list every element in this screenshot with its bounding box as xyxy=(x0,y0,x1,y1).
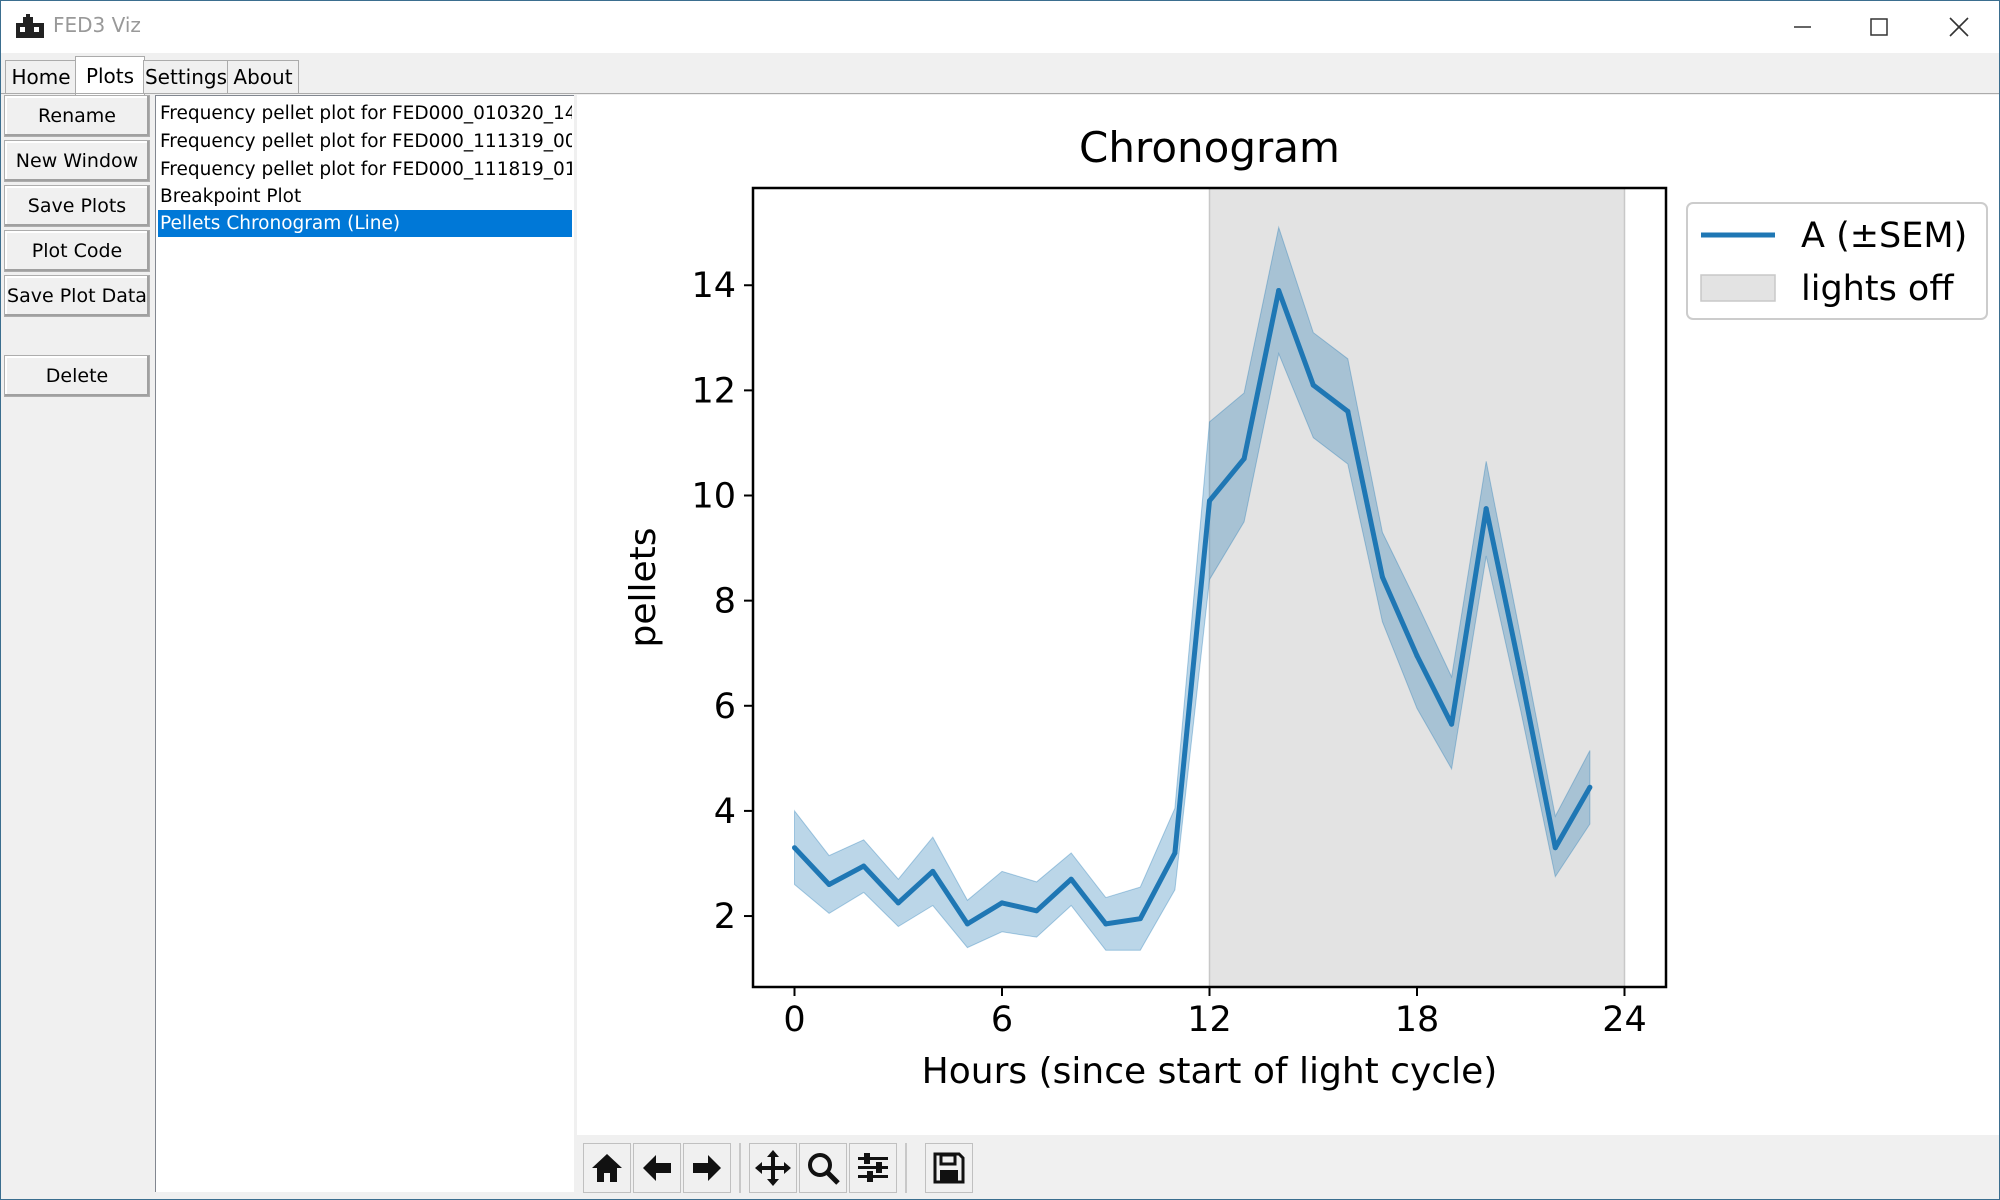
save-figure-button[interactable] xyxy=(925,1143,973,1193)
y-tick-label: 12 xyxy=(691,371,736,411)
list-item[interactable]: Frequency pellet plot for FED000_010320_… xyxy=(160,103,572,124)
home-icon xyxy=(592,1154,622,1182)
y-tick-label: 8 xyxy=(714,582,736,622)
move-icon xyxy=(755,1150,791,1186)
save-plots-button[interactable]: Save Plots xyxy=(4,185,150,227)
x-tick-label: 18 xyxy=(1395,1000,1440,1040)
data-point xyxy=(1137,916,1143,922)
tab-settings[interactable]: Settings xyxy=(143,60,229,93)
list-item[interactable]: Breakpoint Plot xyxy=(160,186,302,207)
data-point xyxy=(792,845,797,851)
legend-shade-swatch xyxy=(1700,274,1776,302)
data-point xyxy=(1414,653,1420,659)
x-tick-label: 24 xyxy=(1602,1000,1647,1040)
data-point xyxy=(861,863,867,869)
title-bar: FED3 Viz xyxy=(1,1,1999,53)
save-plot-data-button[interactable]: Save Plot Data xyxy=(4,275,150,317)
data-point xyxy=(964,921,970,927)
data-point xyxy=(1449,721,1455,727)
navigation-toolbar xyxy=(577,1135,1999,1199)
toolbar-separator xyxy=(739,1143,741,1193)
data-point xyxy=(1103,921,1109,927)
maximize-button[interactable] xyxy=(1841,1,1917,53)
magnifier-icon xyxy=(808,1153,840,1185)
data-point xyxy=(1310,382,1316,388)
floppy-disk-icon xyxy=(933,1152,965,1184)
maximize-icon xyxy=(1870,18,1888,36)
data-point xyxy=(930,868,936,874)
list-item-selected[interactable]: Pellets Chronogram (Line) xyxy=(158,210,572,237)
y-tick-label: 14 xyxy=(691,266,736,306)
y-axis-label: pellets xyxy=(623,527,664,647)
plot-listbox[interactable]: Frequency pellet plot for FED000_010320_… xyxy=(155,95,574,1192)
sliders-icon xyxy=(858,1153,888,1182)
data-point xyxy=(1172,850,1178,856)
y-tick-label: 4 xyxy=(714,792,736,832)
x-axis-label: Hours (since start of light cycle) xyxy=(922,1051,1498,1092)
rename-button[interactable]: Rename xyxy=(4,95,150,137)
x-tick-label: 6 xyxy=(991,1000,1013,1040)
close-button[interactable] xyxy=(1921,1,1997,53)
data-point xyxy=(1379,574,1385,580)
window-title: FED3 Viz xyxy=(53,13,141,37)
close-icon xyxy=(1949,17,1969,37)
data-point xyxy=(1207,498,1212,504)
toolbar-separator xyxy=(905,1143,907,1193)
chart-title: Chronogram xyxy=(1079,123,1340,172)
list-item[interactable]: Frequency pellet plot for FED000_111819_… xyxy=(160,159,572,180)
forward-button[interactable] xyxy=(683,1143,731,1193)
data-point xyxy=(826,881,832,887)
arrow-right-icon xyxy=(693,1155,721,1181)
tab-about[interactable]: About xyxy=(227,60,299,93)
back-button[interactable] xyxy=(633,1143,681,1193)
x-tick-label: 12 xyxy=(1187,1000,1232,1040)
data-point xyxy=(1483,506,1489,512)
feeder-app-icon xyxy=(16,14,44,38)
y-tick-label: 10 xyxy=(691,477,736,517)
configure-subplots-button[interactable] xyxy=(849,1143,897,1193)
tab-plots[interactable]: Plots xyxy=(75,56,145,95)
legend-label-lights-off: lights off xyxy=(1801,269,1954,309)
data-point xyxy=(999,900,1005,906)
home-button[interactable] xyxy=(583,1143,631,1193)
data-point xyxy=(1068,876,1074,882)
plot-canvas[interactable]: 0 6 12 18 24 2 4 6 8 10 12 14 Chronogram Hours (since… xyxy=(577,95,1999,1135)
plot-code-button[interactable]: Plot Code xyxy=(4,230,150,272)
zoom-button[interactable] xyxy=(799,1143,847,1193)
legend-label-series: A (±SEM) xyxy=(1801,216,1967,256)
minimize-icon xyxy=(1794,26,1811,28)
x-tick-label: 0 xyxy=(783,1000,805,1040)
data-point xyxy=(1345,408,1351,414)
list-item[interactable]: Frequency pellet plot for FED000_111319_… xyxy=(160,131,572,152)
delete-button[interactable]: Delete xyxy=(4,355,150,397)
data-point xyxy=(1276,288,1282,294)
minimize-button[interactable] xyxy=(1765,1,1841,53)
data-point xyxy=(1034,908,1040,914)
y-tick-label: 6 xyxy=(714,687,736,727)
tab-divider xyxy=(1,93,1999,94)
tab-home[interactable]: Home xyxy=(5,60,77,93)
lights-off-region xyxy=(1208,187,1626,988)
series-line-a xyxy=(792,288,1593,927)
data-point xyxy=(1552,845,1558,851)
data-point xyxy=(895,900,901,906)
data-point xyxy=(1518,671,1524,677)
y-tick-label: 2 xyxy=(714,897,736,937)
data-point xyxy=(1587,784,1593,790)
data-point xyxy=(1241,456,1247,462)
pan-button[interactable] xyxy=(749,1143,797,1193)
arrow-left-icon xyxy=(643,1155,671,1181)
new-window-button[interactable]: New Window xyxy=(4,140,150,182)
